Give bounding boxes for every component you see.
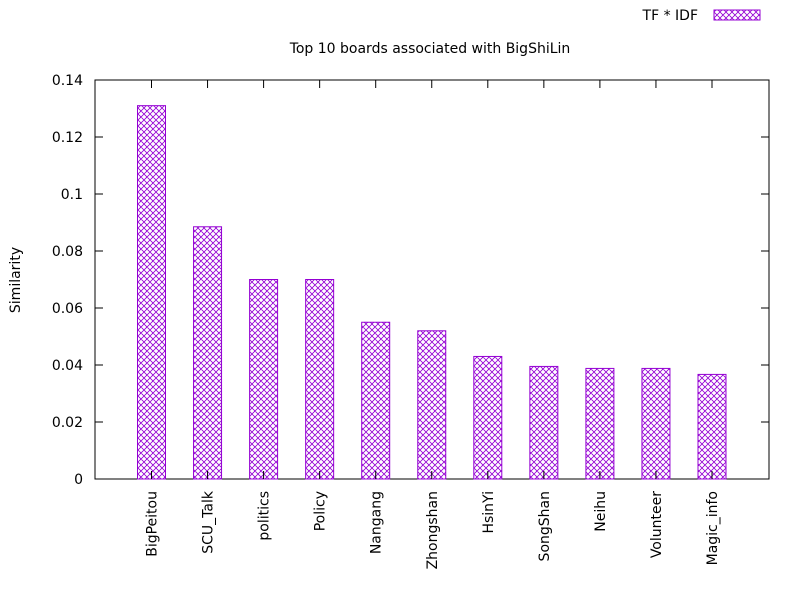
y-axis-label: Similarity (8, 247, 24, 313)
x-tick-label: SCU_Talk (201, 490, 217, 554)
x-tick-label: BigPeitou (145, 491, 161, 557)
legend-swatch (713, 9, 761, 21)
bar-politics (249, 279, 279, 480)
y-tick-label: 0.14 (52, 73, 83, 89)
x-tick-label: Nangang (369, 491, 385, 554)
x-tick-label: Policy (313, 491, 329, 531)
y-tick-label: 0 (74, 472, 83, 488)
y-tick-label: 0.1 (61, 187, 83, 203)
bar-hsinyi (473, 355, 503, 480)
x-tick-label: Volunteer (649, 491, 665, 558)
y-tick-label: 0.08 (52, 244, 83, 260)
x-tick-label: HsinYi (481, 491, 497, 534)
bar-nangang (361, 321, 391, 480)
bar-scu-talk (193, 226, 223, 480)
y-axis: 0 0.02 0.04 0.06 0.08 0.1 0.12 0.14 (52, 73, 769, 488)
bar-magic-info (697, 373, 727, 480)
legend: TF * IDF (642, 8, 761, 24)
bar-bigpeitou (137, 105, 166, 480)
x-tick-label: politics (257, 491, 273, 541)
legend-label: TF * IDF (642, 8, 698, 24)
x-tick-label: Zhongshan (425, 491, 441, 569)
y-tick-label: 0.06 (52, 301, 83, 317)
bar-songshan (529, 365, 559, 480)
bar-policy (305, 279, 335, 480)
y-tick-label: 0.04 (52, 358, 83, 374)
y-tick-label: 0.12 (52, 130, 83, 146)
x-tick-label: Neihu (593, 491, 609, 532)
chart-title: Top 10 boards associated with BigShiLin (289, 41, 571, 57)
bar-volunteer (641, 367, 671, 480)
x-axis: BigPeitou SCU_Talk politics Policy Nangang Zh… (145, 80, 721, 569)
bar-neihu (585, 367, 615, 480)
x-tick-label: SongShan (537, 491, 553, 561)
y-tick-label: 0.02 (52, 415, 83, 431)
bar-zhongshan (417, 330, 447, 480)
bars (137, 105, 727, 480)
x-tick-label: Magic_info (705, 491, 721, 565)
